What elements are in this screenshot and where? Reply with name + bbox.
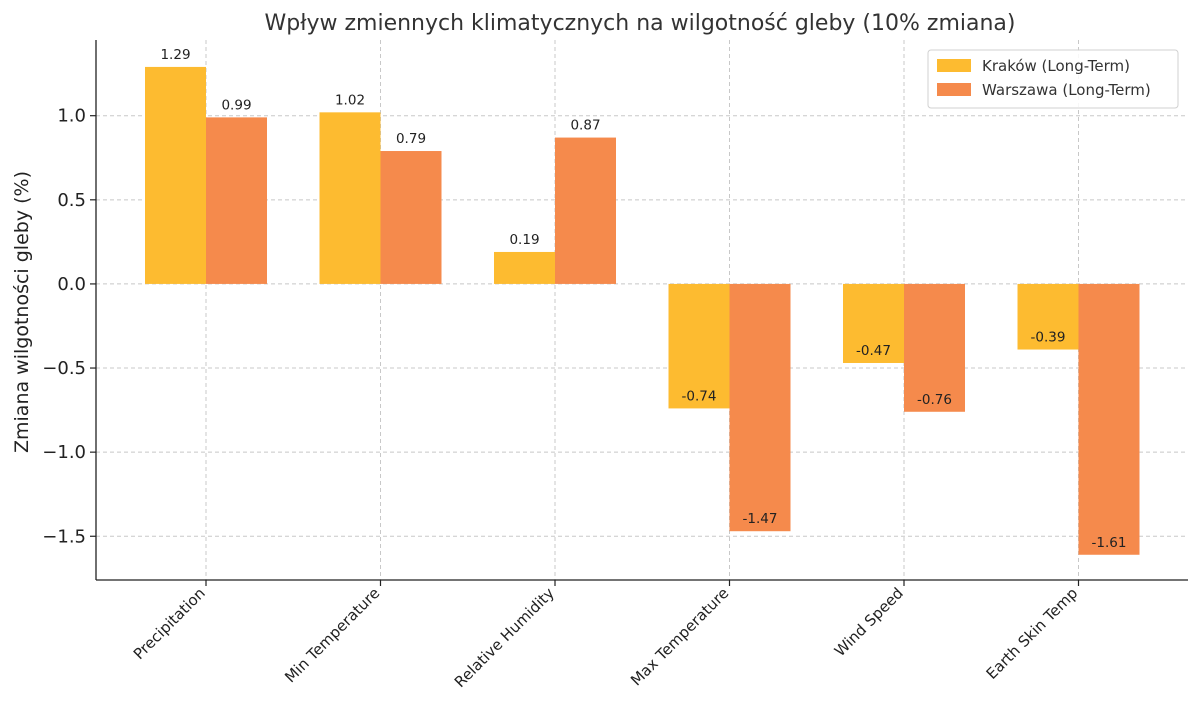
data-label: -0.76 [917,392,952,408]
y-tick-label: −1.0 [42,442,86,463]
chart-title: Wpływ zmiennych klimatycznych na wilgotn… [265,11,1016,36]
data-label: 0.79 [396,131,426,147]
bar-warszawa [555,137,616,284]
y-tick-label: 1.0 [57,106,86,127]
bar-warszawa [380,151,442,284]
data-label: 0.99 [221,97,251,113]
legend-swatch [937,83,971,96]
legend-box [927,49,1179,109]
bar-krakow [1017,283,1079,350]
data-label: 0.19 [509,232,539,248]
x-category-label: Precipitation [130,584,209,663]
bar-krakow [319,112,381,284]
data-label: -1.47 [743,511,778,527]
y-tick-label: 0.5 [57,190,86,211]
y-axis-label: Zmiana wilgotności gleby (%) [11,171,33,453]
legend: Kraków (Long-Term) Warszawa (Long-Term) [927,49,1179,109]
bars [145,66,1140,555]
legend-swatch [937,59,971,72]
x-category-label: Earth Skin Temp [983,584,1082,683]
x-category-label: Max Temperature [627,584,732,689]
legend-label: Warszawa (Long-Term) [982,81,1151,99]
data-label: -0.39 [1031,330,1066,346]
x-category-label: Min Temperature [281,584,383,686]
bar-warszawa [1078,283,1140,555]
x-category-label: Relative Humidity [451,584,558,691]
data-label: -0.47 [856,343,891,359]
bar-krakow [494,251,555,284]
data-label: -1.61 [1092,535,1127,551]
bar-warszawa [904,283,965,412]
data-label: 1.02 [335,92,365,108]
bar-warszawa [206,117,267,284]
y-tick-label: −0.5 [42,358,86,379]
y-tick-label: 0.0 [57,274,86,295]
bar-krakow [843,283,904,363]
y-tick-label: −1.5 [42,526,86,547]
bar-krakow [145,66,206,284]
data-label: 1.29 [160,47,190,63]
bar-warszawa [729,283,791,532]
x-category-label: Wind Speed [831,584,907,660]
data-labels: 1.29 1.02 0.19 -0.74 -0.47 -0.39 0.99 0.79 0.87 -… [160,47,1126,551]
data-label: 0.87 [570,118,600,134]
bar-krakow [668,283,730,409]
data-label: -0.74 [682,388,717,404]
legend-label: Kraków (Long-Term) [982,57,1130,75]
